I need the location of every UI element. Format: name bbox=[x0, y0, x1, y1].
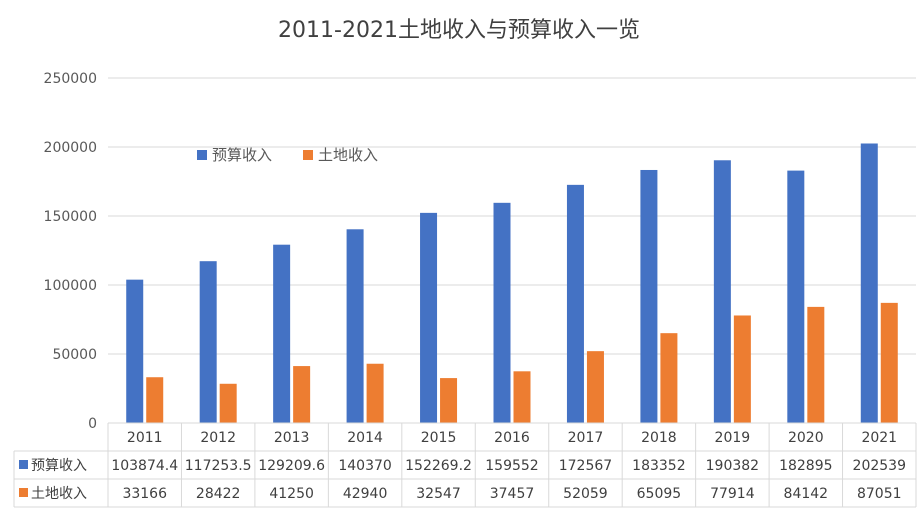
data-label: 140370 bbox=[338, 458, 391, 474]
x-tick-label: 2019 bbox=[715, 430, 751, 446]
x-tick-label: 2012 bbox=[200, 430, 236, 446]
data-label: 183352 bbox=[632, 458, 685, 474]
data-label: 117253.5 bbox=[185, 458, 252, 474]
data-label: 33166 bbox=[122, 486, 167, 502]
bar-budget-2015 bbox=[420, 212, 438, 423]
table-legend-key bbox=[19, 460, 28, 469]
y-tick-label: 150000 bbox=[44, 209, 97, 225]
y-tick-label: 100000 bbox=[44, 278, 97, 294]
legend-key bbox=[303, 150, 313, 160]
bar-land-2016 bbox=[513, 371, 531, 423]
table-legend-key bbox=[19, 488, 28, 497]
bar-land-2021 bbox=[880, 302, 898, 423]
x-tick-label: 2017 bbox=[568, 430, 604, 446]
bar-budget-2019 bbox=[713, 160, 731, 424]
x-tick-label: 2016 bbox=[494, 430, 530, 446]
bar-land-2020 bbox=[807, 306, 825, 423]
data-label: 202539 bbox=[853, 458, 906, 474]
y-axis-ticks: 0 50000 100000 150000 200000 250000 bbox=[44, 71, 97, 432]
legend-label: 预算收入 bbox=[212, 146, 272, 164]
data-label: 182895 bbox=[779, 458, 832, 474]
bar-budget-2014 bbox=[346, 229, 364, 423]
x-tick-label: 2014 bbox=[347, 430, 383, 446]
data-label: 42940 bbox=[343, 486, 388, 502]
y-tick-label: 200000 bbox=[44, 140, 97, 156]
x-tick-label: 2020 bbox=[788, 430, 824, 446]
data-label: 129209.6 bbox=[258, 458, 325, 474]
y-tick-label: 50000 bbox=[52, 347, 97, 363]
bars bbox=[126, 143, 898, 424]
legend-key bbox=[197, 150, 207, 160]
bar-budget-2021 bbox=[860, 143, 878, 423]
bar-land-2013 bbox=[293, 366, 311, 423]
table-series-name: 土地收入 bbox=[31, 486, 87, 502]
x-tick-label: 2013 bbox=[274, 430, 310, 446]
data-label: 32547 bbox=[416, 486, 461, 502]
legend-label: 土地收入 bbox=[318, 146, 378, 164]
bar-budget-2011 bbox=[126, 279, 144, 423]
bar-budget-2020 bbox=[787, 170, 805, 423]
legend: 预算收入 土地收入 bbox=[197, 146, 378, 164]
data-label: 190382 bbox=[706, 458, 759, 474]
data-label: 52059 bbox=[563, 486, 608, 502]
bar-budget-2018 bbox=[640, 169, 658, 423]
bar-budget-2017 bbox=[566, 184, 584, 423]
bar-land-2012 bbox=[219, 383, 237, 423]
data-table: 2011 2012 2013 2014 2015 2016 2017 2018 2019 2020… bbox=[13, 422, 917, 508]
data-label: 77914 bbox=[710, 486, 755, 502]
x-tick-label: 2011 bbox=[127, 430, 163, 446]
x-tick-label: 2018 bbox=[641, 430, 677, 446]
data-label: 103874.4 bbox=[111, 458, 178, 474]
y-tick-label: 0 bbox=[88, 416, 97, 432]
data-label: 65095 bbox=[637, 486, 682, 502]
bar-budget-2013 bbox=[273, 244, 291, 423]
data-label: 37457 bbox=[490, 486, 535, 502]
y-tick-label: 250000 bbox=[44, 71, 97, 87]
bar-budget-2012 bbox=[199, 261, 217, 423]
table-series-name: 预算收入 bbox=[31, 458, 87, 474]
chart-title: 2011-2021土地收入与预算收入一览 bbox=[278, 18, 640, 43]
bar-budget-2016 bbox=[493, 202, 511, 423]
bar-land-2011 bbox=[146, 377, 164, 423]
data-label: 159552 bbox=[485, 458, 538, 474]
data-label: 41250 bbox=[269, 486, 314, 502]
bar-land-2014 bbox=[366, 363, 384, 423]
bar-land-2015 bbox=[440, 378, 458, 423]
data-label: 87051 bbox=[857, 486, 902, 502]
x-tick-label: 2015 bbox=[421, 430, 457, 446]
bar-land-2018 bbox=[660, 333, 678, 423]
data-label: 84142 bbox=[784, 486, 829, 502]
data-label: 28422 bbox=[196, 486, 241, 502]
data-label: 152269.2 bbox=[405, 458, 472, 474]
bar-land-2019 bbox=[733, 315, 751, 423]
x-tick-label: 2021 bbox=[861, 430, 897, 446]
bar-land-2017 bbox=[586, 351, 604, 423]
data-label: 172567 bbox=[559, 458, 612, 474]
